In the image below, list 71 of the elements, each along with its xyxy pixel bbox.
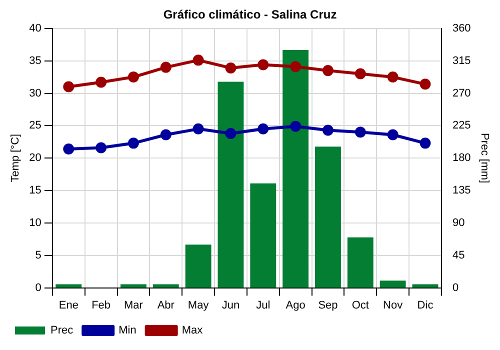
point [420, 78, 431, 90]
y2-tick-label: 360 [452, 22, 471, 34]
bar [120, 284, 146, 288]
y2-tick-label: 135 [452, 184, 471, 197]
bar [315, 146, 341, 288]
y2-tick-label: 315 [452, 54, 471, 67]
bar [218, 82, 244, 288]
y-tick-label: 35 [29, 54, 42, 67]
y-tick-label: 5 [35, 249, 42, 262]
y2-tick-label: 225 [452, 120, 471, 132]
point [160, 129, 172, 140]
point [225, 62, 236, 74]
y-axis-title: Temp [°C] [10, 134, 22, 182]
bar [412, 284, 438, 288]
x-tick-label: Dic [417, 299, 434, 312]
x-tick-label: Mar [124, 299, 144, 312]
y-tick-label: 30 [29, 87, 42, 100]
chart-title: Gráfico climático - Salina Cruz [163, 8, 337, 22]
x-tick-label: Feb [92, 299, 111, 312]
x-tick-label: May [188, 299, 210, 312]
point [354, 126, 366, 138]
point [420, 138, 431, 149]
point [225, 128, 236, 139]
y-tick-label: 20 [29, 152, 42, 164]
x-tick-label: Ago [286, 299, 306, 312]
bar [380, 280, 406, 288]
y-tick-label: 10 [29, 216, 42, 229]
bar [56, 284, 82, 288]
y2-axis-title: Prec [mm] [478, 133, 490, 184]
point [128, 138, 139, 149]
x-tick-label: Jul [256, 299, 270, 312]
point [322, 65, 334, 76]
legend-label: Min [118, 324, 136, 337]
bar [152, 284, 179, 288]
point [63, 144, 74, 155]
point [192, 123, 204, 134]
point [128, 72, 139, 83]
point [96, 76, 107, 88]
legend-label: Max [182, 324, 204, 337]
point [63, 81, 74, 92]
x-tick-label: Abr [157, 299, 175, 312]
y-tick-label: 25 [29, 120, 42, 132]
point [387, 129, 398, 140]
y2-tick-label: 0 [452, 282, 459, 294]
bar [185, 244, 212, 288]
y-tick-label: 40 [29, 22, 42, 34]
point [290, 61, 302, 72]
y-tick-label: 15 [29, 184, 42, 197]
y-tick-label: 0 [35, 282, 42, 294]
y2-tick-label: 45 [452, 249, 465, 262]
legend-label: Prec [50, 324, 74, 337]
y2-tick-label: 180 [452, 152, 471, 164]
y2-tick-label: 270 [452, 87, 471, 100]
point [290, 120, 302, 132]
point [258, 123, 269, 134]
point [258, 59, 269, 70]
x-tick-label: Ene [58, 299, 78, 312]
x-tick-label: Jun [222, 299, 240, 312]
point [387, 72, 398, 83]
point [354, 68, 366, 80]
bar [282, 50, 309, 288]
point [160, 62, 172, 73]
point [192, 54, 204, 66]
x-tick-label: Sep [318, 299, 338, 312]
bar [250, 183, 276, 288]
bar [347, 237, 374, 288]
point [96, 142, 107, 154]
point [322, 124, 334, 136]
x-tick-label: Oct [352, 299, 369, 312]
y2-tick-label: 90 [452, 216, 465, 229]
x-tick-label: Nov [383, 299, 404, 312]
